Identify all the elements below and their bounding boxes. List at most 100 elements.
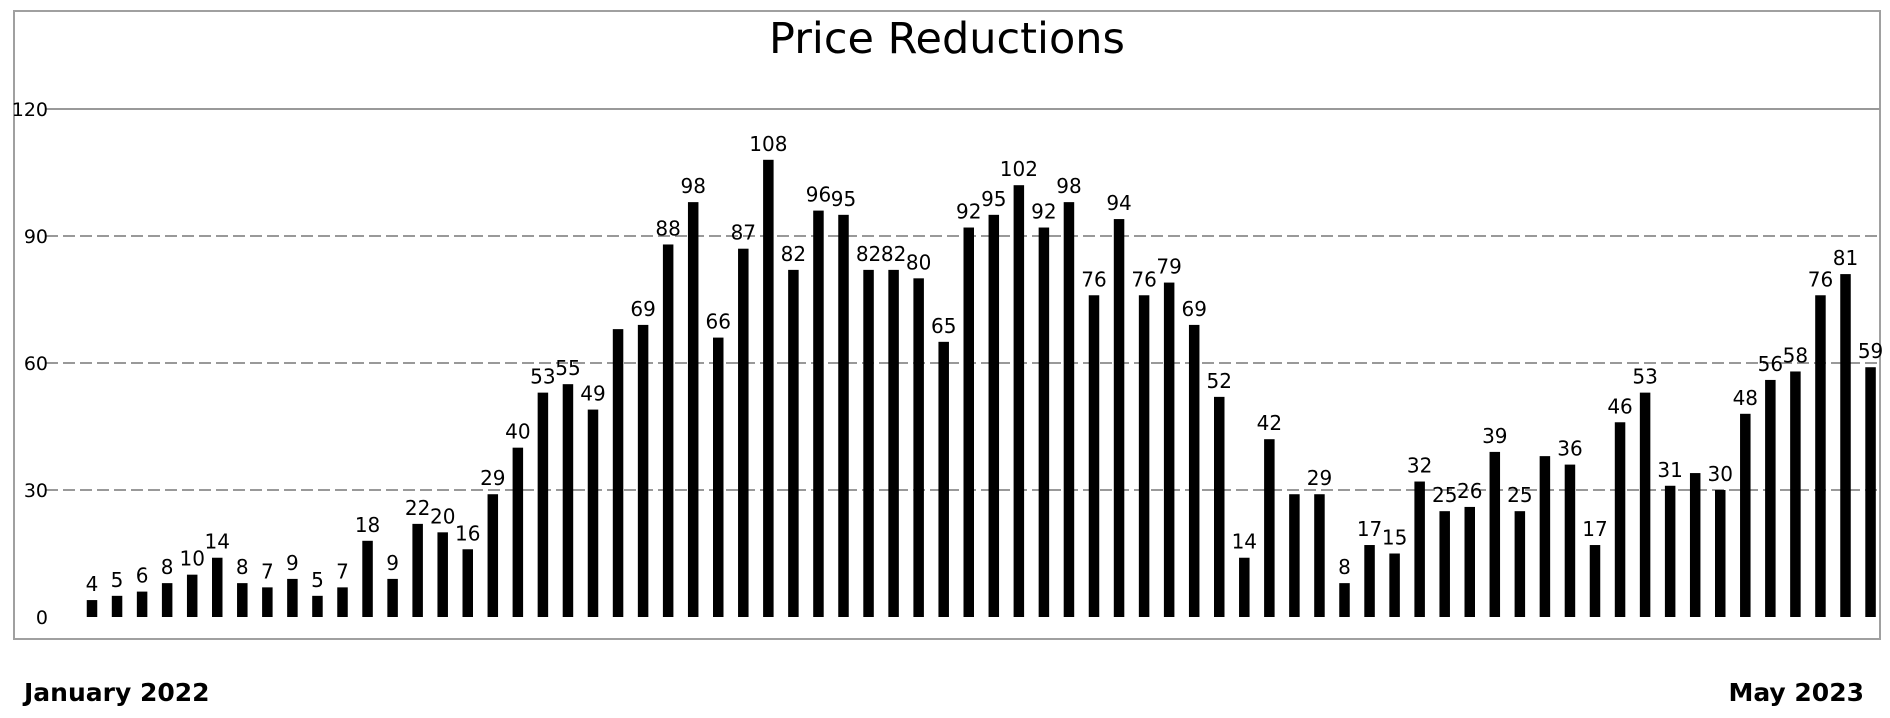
bar <box>763 159 774 618</box>
bar <box>988 214 1000 617</box>
data-label: 36 <box>1557 437 1582 461</box>
bar <box>1539 456 1551 617</box>
bar <box>1715 490 1726 617</box>
data-label: 26 <box>1457 479 1482 503</box>
y-tick-label: 90 <box>24 226 48 248</box>
data-label: 40 <box>505 420 530 444</box>
bar <box>1639 392 1651 617</box>
bar <box>337 587 348 617</box>
bar <box>612 329 624 617</box>
bar <box>562 384 574 617</box>
bar <box>1138 295 1150 617</box>
bar <box>1239 557 1250 617</box>
bar <box>687 202 699 617</box>
y-axis-ticks: 0 30 60 90 120 <box>12 99 48 629</box>
bar <box>1689 473 1701 617</box>
y-tick-label: 60 <box>24 353 48 375</box>
bar <box>788 269 799 617</box>
bar <box>512 447 524 617</box>
data-label: 88 <box>655 216 680 240</box>
bar <box>1514 511 1526 617</box>
bar <box>287 578 298 617</box>
y-tick-label: 0 <box>36 607 48 629</box>
data-label: 18 <box>355 513 380 537</box>
bar <box>537 392 549 617</box>
bar <box>1113 219 1125 617</box>
data-label: 10 <box>179 547 204 571</box>
data-label: 29 <box>1307 466 1332 490</box>
bar <box>1013 185 1025 617</box>
bar <box>1664 485 1676 617</box>
bar <box>1765 379 1776 617</box>
bar <box>1389 553 1400 617</box>
data-label: 8 <box>1338 555 1351 579</box>
data-label: 42 <box>1257 411 1282 435</box>
data-label: 25 <box>1507 483 1532 507</box>
data-label: 14 <box>205 530 230 554</box>
data-label: 22 <box>405 496 430 520</box>
data-label: 108 <box>749 132 787 156</box>
data-label: 5 <box>311 568 324 592</box>
data-label: 94 <box>1106 191 1131 215</box>
data-label: 17 <box>1357 517 1382 541</box>
bar <box>938 341 949 617</box>
bar <box>412 523 423 617</box>
data-label: 80 <box>906 250 931 274</box>
data-label: 25 <box>1432 483 1457 507</box>
data-label: 102 <box>1000 157 1038 181</box>
data-label: 76 <box>1131 267 1156 291</box>
bar <box>387 578 398 617</box>
bar <box>1188 324 1200 617</box>
bar <box>1163 282 1175 617</box>
data-label: 65 <box>931 314 956 338</box>
data-label: 53 <box>530 365 555 389</box>
data-label: 15 <box>1382 526 1407 550</box>
bar <box>1790 371 1801 617</box>
data-label: 32 <box>1407 454 1432 478</box>
bar <box>487 494 499 617</box>
bar <box>462 549 473 617</box>
bar <box>1289 494 1300 617</box>
data-label: 92 <box>1031 200 1056 224</box>
bar <box>136 591 148 617</box>
data-label: 7 <box>336 559 349 583</box>
bar <box>963 227 974 617</box>
bar <box>1214 396 1225 617</box>
bar <box>1740 413 1751 617</box>
data-label: 39 <box>1482 424 1507 448</box>
bar <box>1364 545 1375 617</box>
data-label: 53 <box>1632 365 1657 389</box>
bar <box>312 595 323 617</box>
bar <box>212 557 223 617</box>
y-tick-label: 120 <box>12 99 48 121</box>
data-label: 76 <box>1081 267 1106 291</box>
bar <box>186 574 198 617</box>
data-label: 14 <box>1232 530 1257 554</box>
bar <box>1815 295 1826 617</box>
data-label: 95 <box>831 187 856 211</box>
bar <box>713 337 724 617</box>
data-label: 5 <box>111 568 124 592</box>
bar <box>838 214 849 617</box>
data-label: 31 <box>1657 458 1682 482</box>
data-label: 98 <box>680 174 705 198</box>
bar <box>237 583 248 617</box>
data-label: 20 <box>430 504 455 528</box>
bar <box>1840 274 1851 617</box>
data-label: 66 <box>706 310 731 334</box>
y-tick-label: 30 <box>24 480 48 502</box>
data-label: 87 <box>731 221 756 245</box>
data-label: 55 <box>555 356 580 380</box>
data-label: 30 <box>1708 462 1733 486</box>
bar <box>1464 506 1475 617</box>
data-label: 92 <box>956 200 981 224</box>
data-label: 8 <box>161 555 174 579</box>
bar <box>637 324 649 617</box>
bar <box>262 587 273 617</box>
bar <box>1063 202 1075 617</box>
bar <box>1414 481 1425 617</box>
bar <box>1264 439 1275 617</box>
data-label: 56 <box>1758 352 1783 376</box>
